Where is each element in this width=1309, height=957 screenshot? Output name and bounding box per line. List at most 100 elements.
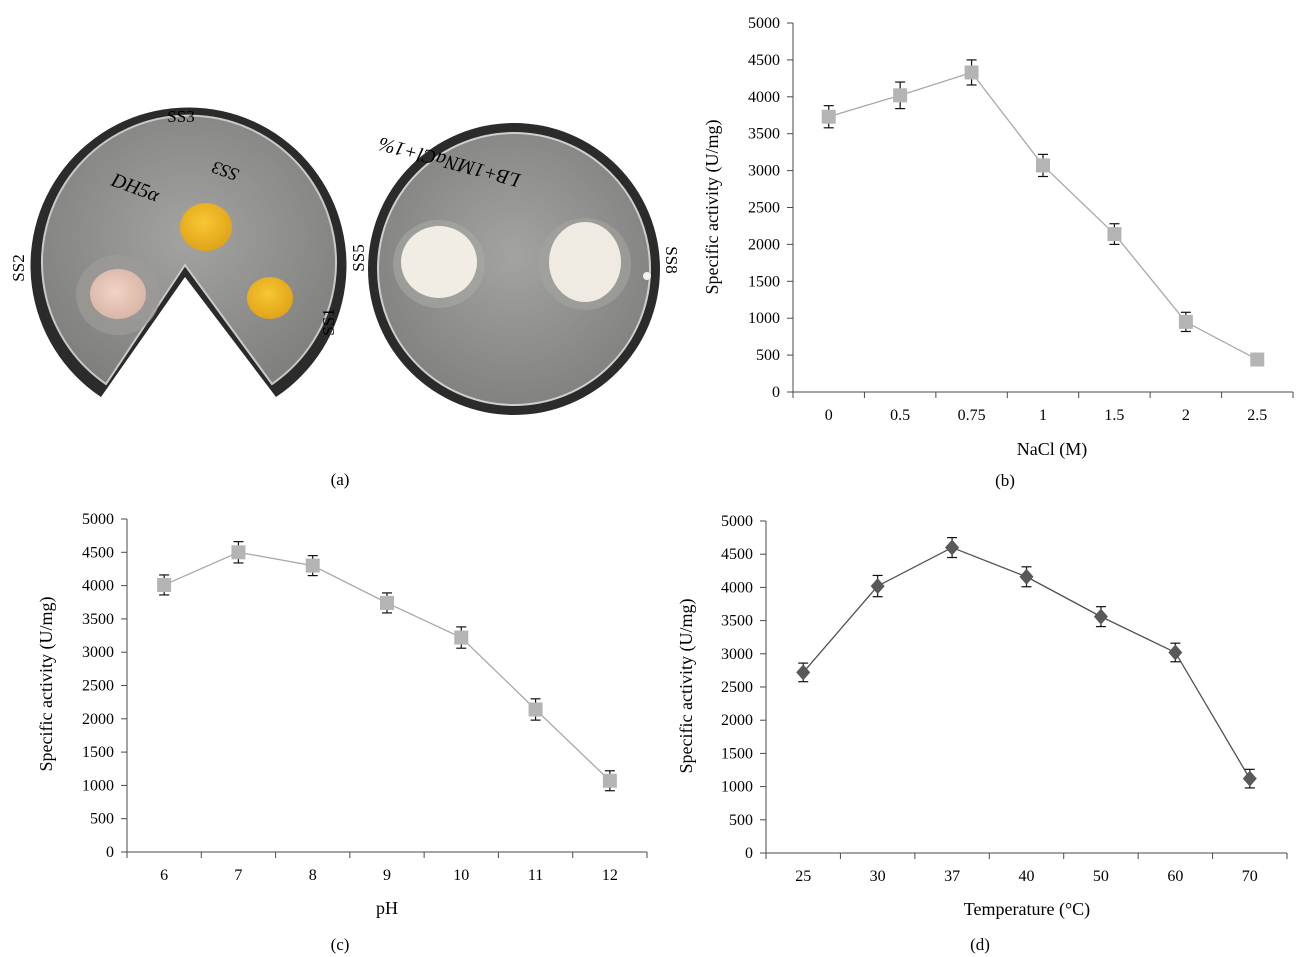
- x-tick-label: 50: [1093, 868, 1109, 885]
- data-point: [1019, 568, 1034, 585]
- panel-label-d: (d): [970, 935, 990, 954]
- plate-label-ss1: SS1: [319, 308, 338, 335]
- data-point: [157, 577, 172, 592]
- y-tick-label: 3500: [721, 613, 753, 630]
- plate-right: LB+1MNaCl+1%: [368, 123, 660, 415]
- colony-ss1: [247, 277, 293, 319]
- chart-d: Specific activity (U/mg) Temperature (°C…: [676, 513, 1288, 954]
- x-tick-label: 60: [1167, 868, 1183, 885]
- plate-label-ss8: SS8: [662, 246, 681, 273]
- chart-b-xlabel: NaCl (M): [1017, 439, 1088, 460]
- x-tick-label: 11: [528, 867, 543, 884]
- y-tick-label: 2000: [82, 711, 114, 728]
- y-tick-label: 500: [90, 811, 114, 828]
- y-tick-label: 4500: [748, 52, 780, 69]
- plate-label-ss3: SS3: [167, 107, 194, 126]
- chart-b-ylabel: Specific activity (U/mg): [702, 120, 723, 295]
- colony-ss2: [90, 269, 146, 319]
- y-tick-label: 4500: [721, 546, 753, 563]
- y-tick-label: 5000: [82, 511, 114, 528]
- y-tick-label: 4000: [82, 578, 114, 595]
- y-tick-label: 1500: [748, 273, 780, 290]
- panel-label-c: (c): [331, 935, 350, 954]
- x-tick-label: 2: [1182, 407, 1190, 424]
- y-tick-label: 0: [745, 845, 753, 862]
- y-tick-label: 5000: [721, 513, 753, 530]
- y-tick-label: 3500: [82, 611, 114, 628]
- x-tick-label: 6: [160, 867, 168, 884]
- y-tick-label: 2000: [748, 236, 780, 253]
- plate-label-ss5: SS5: [349, 244, 368, 271]
- data-point: [1107, 227, 1122, 242]
- data-point: [305, 558, 320, 573]
- x-tick-label: 0.75: [958, 407, 986, 424]
- y-tick-label: 2500: [721, 679, 753, 696]
- panel-label-a: (a): [331, 470, 350, 489]
- data-point: [1036, 158, 1050, 173]
- x-tick-label: 8: [309, 867, 317, 884]
- plate-right-agar: [377, 132, 651, 406]
- data-point: [528, 702, 543, 717]
- y-tick-label: 500: [729, 812, 753, 829]
- data-point: [870, 578, 885, 595]
- y-tick-label: 3000: [721, 646, 753, 663]
- x-tick-label: 25: [795, 868, 811, 885]
- data-point: [1178, 314, 1193, 329]
- x-tick-label: 0: [825, 407, 833, 424]
- data-point: [380, 595, 394, 610]
- colony-ss3: [180, 203, 232, 251]
- x-tick-label: 37: [944, 868, 960, 885]
- y-tick-label: 4000: [748, 89, 780, 106]
- y-tick-label: 1500: [82, 744, 114, 761]
- y-tick-label: 1000: [748, 310, 780, 327]
- data-point: [1093, 608, 1108, 625]
- y-tick-label: 1000: [721, 779, 753, 796]
- x-tick-label: 12: [602, 867, 618, 884]
- y-tick-label: 2500: [82, 678, 114, 695]
- colony-ss8: [549, 222, 621, 302]
- chart-b: Specific activity (U/mg) NaCl (M) (b) 0 5…: [702, 15, 1294, 490]
- x-tick-label: 1.5: [1104, 407, 1124, 424]
- x-tick-label: 10: [453, 867, 469, 884]
- data-point: [945, 539, 960, 556]
- colony-ss5: [401, 226, 477, 298]
- chart-c-xlabel: pH: [376, 898, 398, 918]
- chart-c-ylabel: Specific activity (U/mg): [36, 597, 57, 772]
- data-point: [821, 109, 836, 124]
- x-tick-label: 1: [1039, 407, 1047, 424]
- data-point: [1250, 352, 1265, 367]
- data-point: [893, 88, 908, 103]
- panel-a: DH5α SS3 SS3 SS2 SS1 LB+1MNaCl+1% SS5 SS…: [9, 107, 681, 489]
- data-point: [964, 65, 979, 80]
- x-tick-label: 0.5: [890, 407, 910, 424]
- data-point: [1242, 770, 1257, 787]
- data-point: [602, 773, 617, 788]
- y-tick-label: 0: [106, 844, 114, 861]
- y-tick-label: 3000: [82, 644, 114, 661]
- x-tick-label: 40: [1019, 868, 1035, 885]
- data-point: [231, 545, 246, 560]
- y-tick-label: 5000: [748, 15, 780, 32]
- colony-small: [643, 272, 651, 280]
- y-tick-label: 4500: [82, 544, 114, 561]
- chart-d-ylabel: Specific activity (U/mg): [676, 599, 697, 774]
- y-tick-label: 500: [756, 347, 780, 364]
- chart-d-xlabel: Temperature (°C): [964, 899, 1090, 920]
- y-tick-label: 2500: [748, 200, 780, 217]
- x-tick-label: 7: [234, 867, 242, 884]
- chart-c: Specific activity (U/mg) pH (c) 0 500 1000…: [36, 511, 648, 954]
- x-tick-label: 70: [1242, 868, 1258, 885]
- plate-left: DH5α SS3: [30, 107, 347, 398]
- y-tick-label: 3500: [748, 126, 780, 143]
- y-tick-label: 2000: [721, 712, 753, 729]
- y-tick-label: 3000: [748, 163, 780, 180]
- x-tick-label: 30: [870, 868, 886, 885]
- y-tick-label: 1500: [721, 745, 753, 762]
- data-point: [1168, 644, 1183, 661]
- x-tick-label: 9: [383, 867, 391, 884]
- data-point: [454, 630, 469, 645]
- series-line: [163, 551, 611, 782]
- y-tick-label: 1000: [82, 777, 114, 794]
- series-line: [828, 71, 1258, 361]
